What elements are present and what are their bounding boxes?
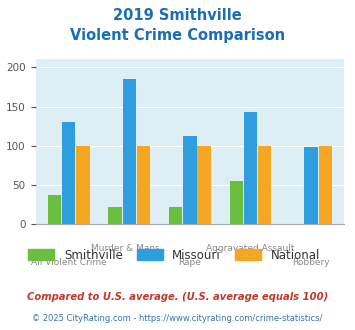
Text: Violent Crime Comparison: Violent Crime Comparison	[70, 28, 285, 43]
Bar	[123, 79, 136, 224]
Bar	[137, 146, 150, 224]
Bar	[197, 146, 211, 224]
Bar	[304, 147, 318, 224]
Bar	[76, 146, 90, 224]
Legend: Smithville, Missouri, National: Smithville, Missouri, National	[24, 244, 325, 266]
Bar	[48, 195, 61, 224]
Bar	[62, 122, 76, 224]
Text: Compared to U.S. average. (U.S. average equals 100): Compared to U.S. average. (U.S. average …	[27, 292, 328, 302]
Text: Murder & Mans...: Murder & Mans...	[91, 244, 168, 253]
Bar	[258, 146, 271, 224]
Text: © 2025 CityRating.com - https://www.cityrating.com/crime-statistics/: © 2025 CityRating.com - https://www.city…	[32, 314, 323, 323]
Text: 2019 Smithville: 2019 Smithville	[113, 8, 242, 23]
Text: Robbery: Robbery	[292, 258, 330, 267]
Text: All Violent Crime: All Violent Crime	[31, 258, 107, 267]
Bar	[169, 207, 182, 224]
Bar	[319, 146, 332, 224]
Text: Aggravated Assault: Aggravated Assault	[206, 244, 295, 253]
Bar	[230, 181, 243, 224]
Bar	[244, 112, 257, 224]
Text: Rape: Rape	[179, 258, 201, 267]
Bar	[109, 207, 122, 224]
Bar	[183, 136, 197, 224]
